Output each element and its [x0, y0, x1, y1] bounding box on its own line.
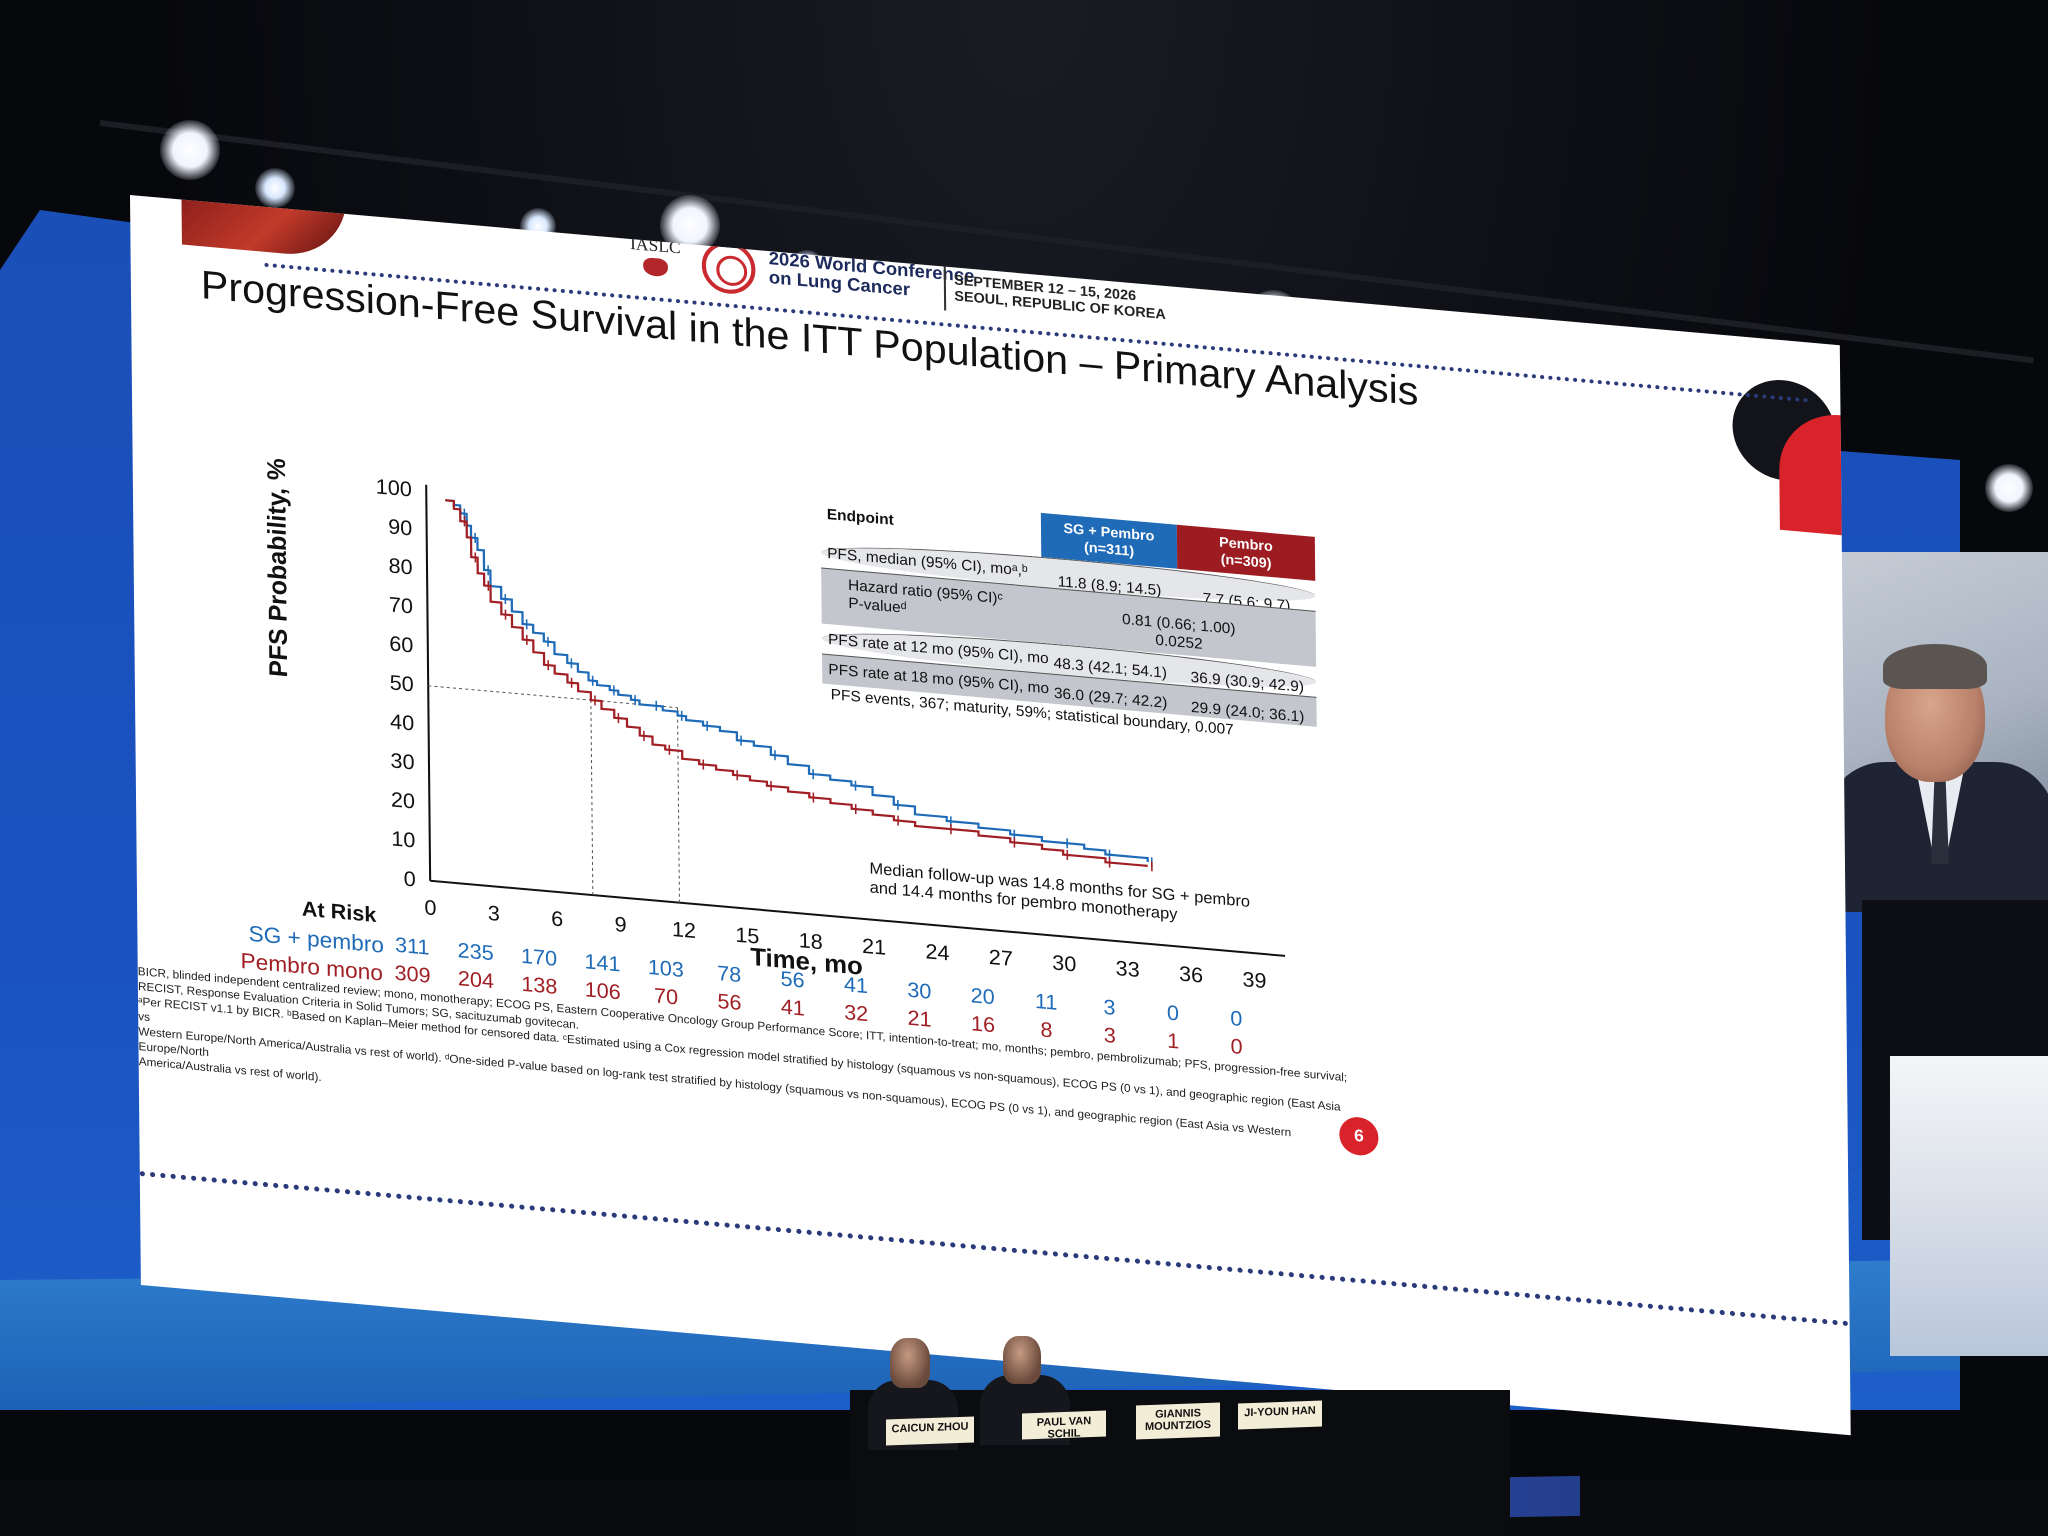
at-risk-count-sg: 56 [780, 967, 805, 993]
y-tick-label: 80 [388, 554, 412, 580]
panelist-head [890, 1338, 930, 1388]
at-risk-count-pembro: 3 [1103, 1023, 1116, 1048]
at-risk-count-sg: 103 [647, 955, 684, 983]
at-risk-count-pembro: 309 [394, 961, 431, 988]
at-risk-count-sg: 0 [1166, 1001, 1180, 1026]
name-card: PAUL VAN SCHIL [1022, 1410, 1106, 1441]
at-risk-count-sg: 78 [717, 961, 742, 988]
at-risk-count-sg: 11 [1034, 989, 1058, 1015]
x-tick-label: 30 [1052, 951, 1076, 977]
y-tick-label: 0 [404, 867, 416, 892]
stage-light-icon [1985, 464, 2033, 512]
median-reference-lines [428, 685, 680, 903]
x-tick-label: 18 [799, 928, 823, 954]
chart-series [445, 499, 1153, 872]
x-tick-label: 9 [614, 912, 626, 937]
stage-light-icon [255, 168, 295, 208]
x-tick-label: 12 [672, 917, 696, 943]
at-risk-count-sg: 30 [907, 978, 932, 1004]
panelist-head [1003, 1336, 1041, 1384]
km-curve-pembro-mono [445, 499, 1148, 868]
y-tick-label: 20 [391, 788, 415, 814]
x-tick-label: 15 [735, 923, 759, 949]
median-pembro-line [590, 700, 594, 896]
y-tick-label: 30 [390, 749, 414, 775]
y-tick-label: 100 [376, 475, 412, 502]
y-tick-label: 50 [390, 671, 414, 697]
at-risk-count-pembro: 138 [521, 972, 558, 999]
y-tick-label: 70 [389, 593, 413, 619]
at-risk-count-sg: 141 [584, 950, 621, 977]
at-risk-count-sg: 311 [394, 933, 430, 960]
y-tick-label: 60 [389, 632, 413, 658]
at-risk-count-pembro: 106 [584, 978, 621, 1005]
at-risk-count-sg: 20 [970, 984, 995, 1010]
at-risk-count-sg: 41 [843, 973, 869, 999]
name-card: JI-YOUN HAN [1238, 1400, 1322, 1430]
at-risk-count-pembro: 70 [653, 984, 679, 1010]
at-risk-count-sg: 3 [1103, 995, 1116, 1020]
name-card: GIANNIS MOUNTZIOS [1136, 1402, 1220, 1440]
y-axis-line [425, 484, 432, 881]
at-risk-count-pembro: 21 [907, 1006, 932, 1032]
at-risk-count-sg: 235 [457, 939, 494, 966]
at-risk-count-pembro: 204 [457, 967, 495, 994]
speaker-tie [1931, 774, 1949, 864]
y-tick-label: 40 [390, 710, 414, 736]
x-axis-line [430, 879, 1286, 957]
at-risk-count-pembro: 1 [1167, 1029, 1180, 1054]
x-tick-label: 36 [1179, 962, 1203, 988]
at-risk-count-pembro: 41 [780, 995, 805, 1021]
x-tick-label: 24 [925, 940, 949, 966]
x-tick-label: 33 [1116, 956, 1140, 982]
stage-light-icon [160, 120, 220, 180]
x-tick-label: 3 [488, 901, 500, 926]
y-tick-label: 90 [388, 515, 412, 541]
y-axis-title: PFS Probability, % [263, 457, 294, 678]
x-tick-label: 6 [551, 907, 563, 932]
at-risk-count-pembro: 0 [1230, 1035, 1243, 1060]
at-risk-count-pembro: 16 [970, 1012, 996, 1038]
x-tick-label: 39 [1242, 967, 1266, 993]
presentation-slide: IASLC 2026 World Conference on Lung Canc… [130, 195, 1851, 1436]
x-tick-label: 21 [862, 934, 886, 960]
at-risk-count-pembro: 8 [1040, 1018, 1053, 1043]
header-endpoint: Endpoint [826, 505, 894, 529]
speaker-hair [1883, 644, 1987, 689]
median-horizontal-line [428, 685, 678, 709]
secondary-slide-screen [1890, 1056, 2048, 1356]
at-risk-count-pembro: 32 [844, 1001, 869, 1027]
y-tick-label: 10 [391, 827, 415, 853]
name-card: CAICUN ZHOU [886, 1416, 974, 1446]
km-curve-sg-pembro [445, 499, 1149, 863]
x-tick-label: 27 [989, 945, 1013, 971]
at-risk-count-sg: 170 [520, 944, 558, 971]
at-risk-count-sg: 0 [1230, 1007, 1243, 1032]
at-risk-count-pembro: 56 [717, 989, 742, 1016]
median-sg-line [676, 707, 680, 903]
x-tick-label: 0 [424, 896, 436, 921]
